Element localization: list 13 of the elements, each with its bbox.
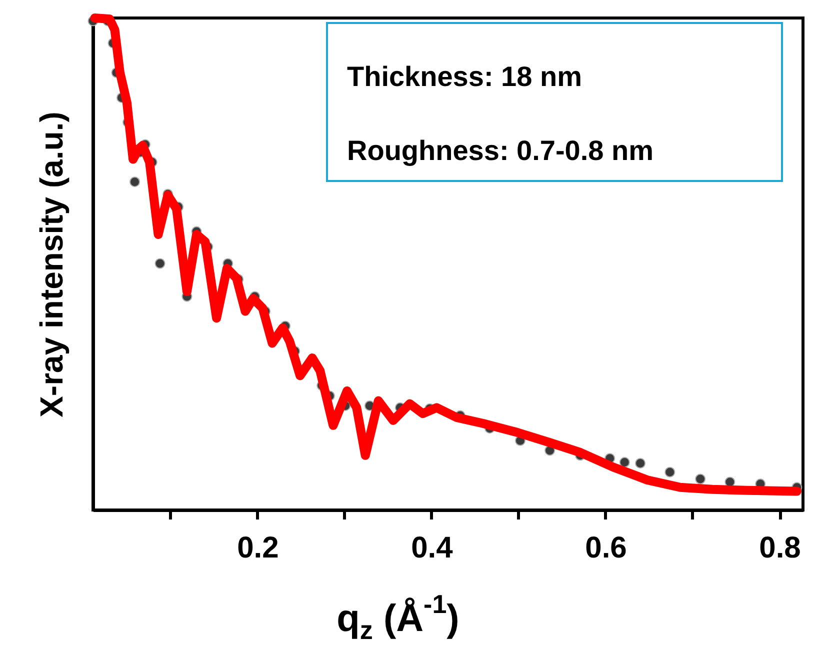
point [619,457,630,468]
point [664,466,676,478]
x-tick-label: 0.2 [237,532,279,564]
point [635,458,646,468]
annotation: Thickness: 18 nm [347,61,582,92]
annotation: Roughness: 0.7-0.8 nm [347,135,654,166]
point [154,258,166,269]
x-tick-label: 0.4 [411,532,454,564]
x-tick-label: 0.6 [585,532,627,564]
y-axis-title: X-ray intensity (a.u.) [34,112,70,418]
x-tick-label: 0.8 [759,532,801,564]
point [695,474,706,484]
point [130,176,140,188]
